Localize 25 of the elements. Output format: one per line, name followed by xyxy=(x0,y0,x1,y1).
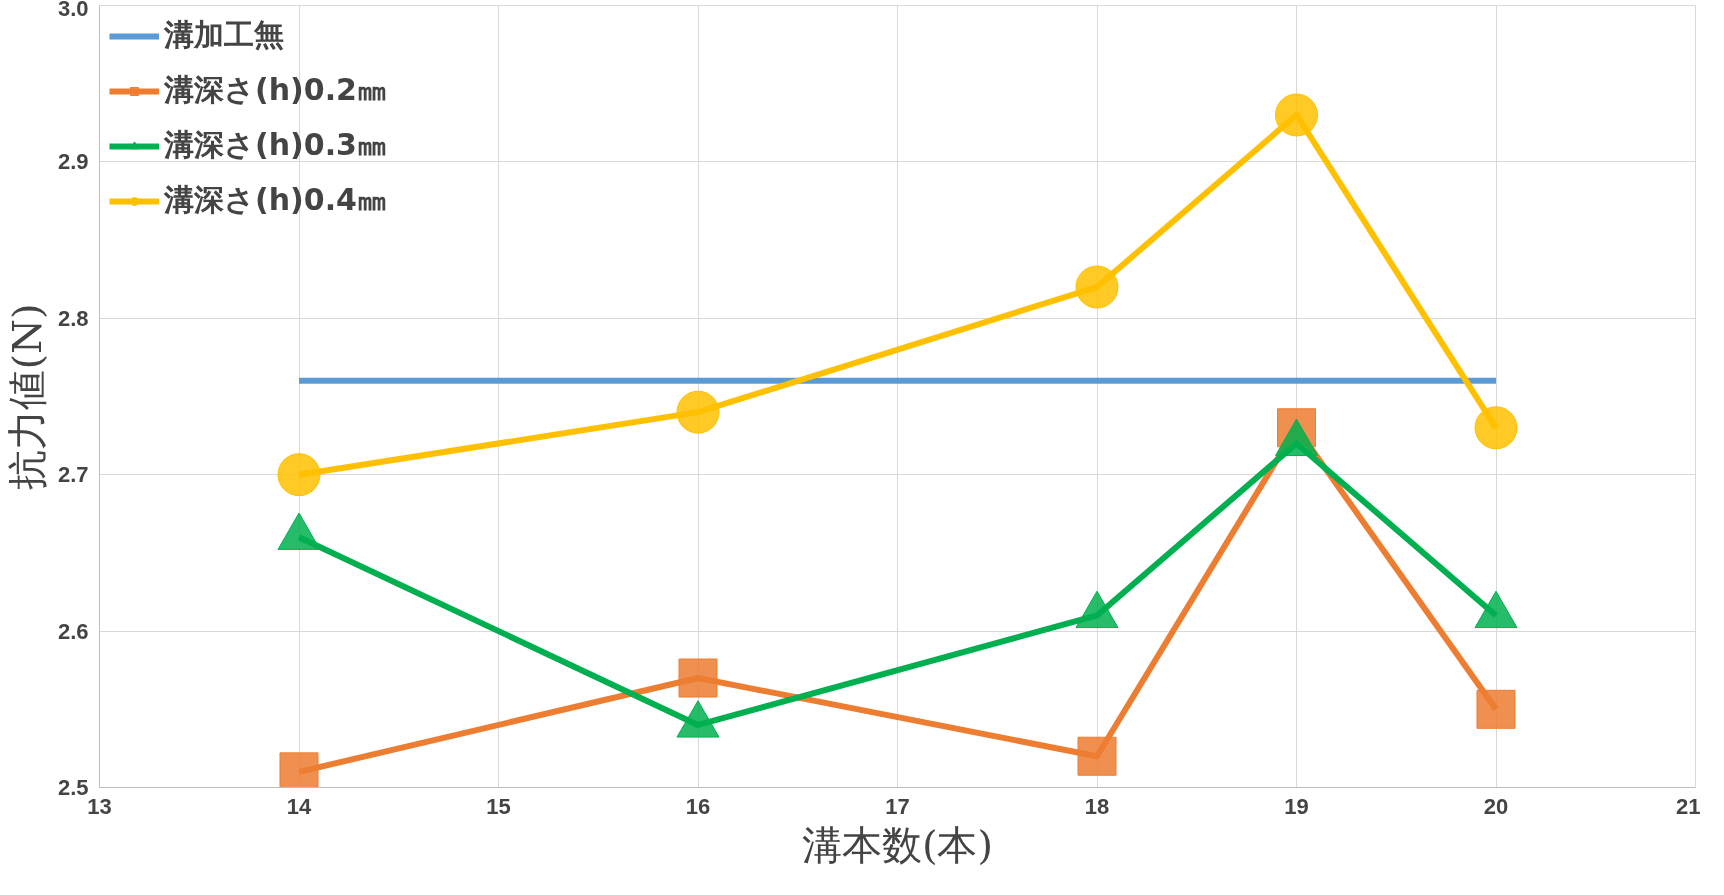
x-tick-label: 15 xyxy=(486,793,511,819)
point xyxy=(1476,689,1516,729)
point xyxy=(1474,406,1518,450)
point xyxy=(277,453,321,497)
x-tick-label: 13 xyxy=(87,793,112,819)
x-axis-title: 溝本数(本) xyxy=(801,821,994,868)
x-tick-label: 18 xyxy=(1084,793,1110,819)
x-tick-label: 21 xyxy=(1676,793,1701,819)
y-tick-label: 2.5 xyxy=(57,775,89,800)
x-tick-label: 14 xyxy=(286,793,312,819)
legend-label: 溝加工無 xyxy=(164,16,284,54)
legend-label: 溝深さ(h)0.3㎜ xyxy=(164,126,387,164)
y-axis-title: 抗力値(N) xyxy=(3,303,50,490)
y-tick-label: 2.6 xyxy=(57,618,89,644)
legend-label: 溝深さ(h)0.2㎜ xyxy=(164,71,387,109)
x-tick-label: 19 xyxy=(1284,793,1309,819)
x-tick-label: 16 xyxy=(685,793,711,819)
y-tick-label: 2.9 xyxy=(57,149,89,175)
y-tick-label: 2.8 xyxy=(57,305,89,331)
x-tick-label: 17 xyxy=(885,793,910,819)
legend-label: 溝深さ(h)0.4㎜ xyxy=(164,181,387,219)
x-tick-label: 20 xyxy=(1483,793,1509,819)
y-tick-label: 2.7 xyxy=(57,462,89,488)
point xyxy=(279,752,319,788)
y-tick-label: 3.0 xyxy=(57,0,89,21)
